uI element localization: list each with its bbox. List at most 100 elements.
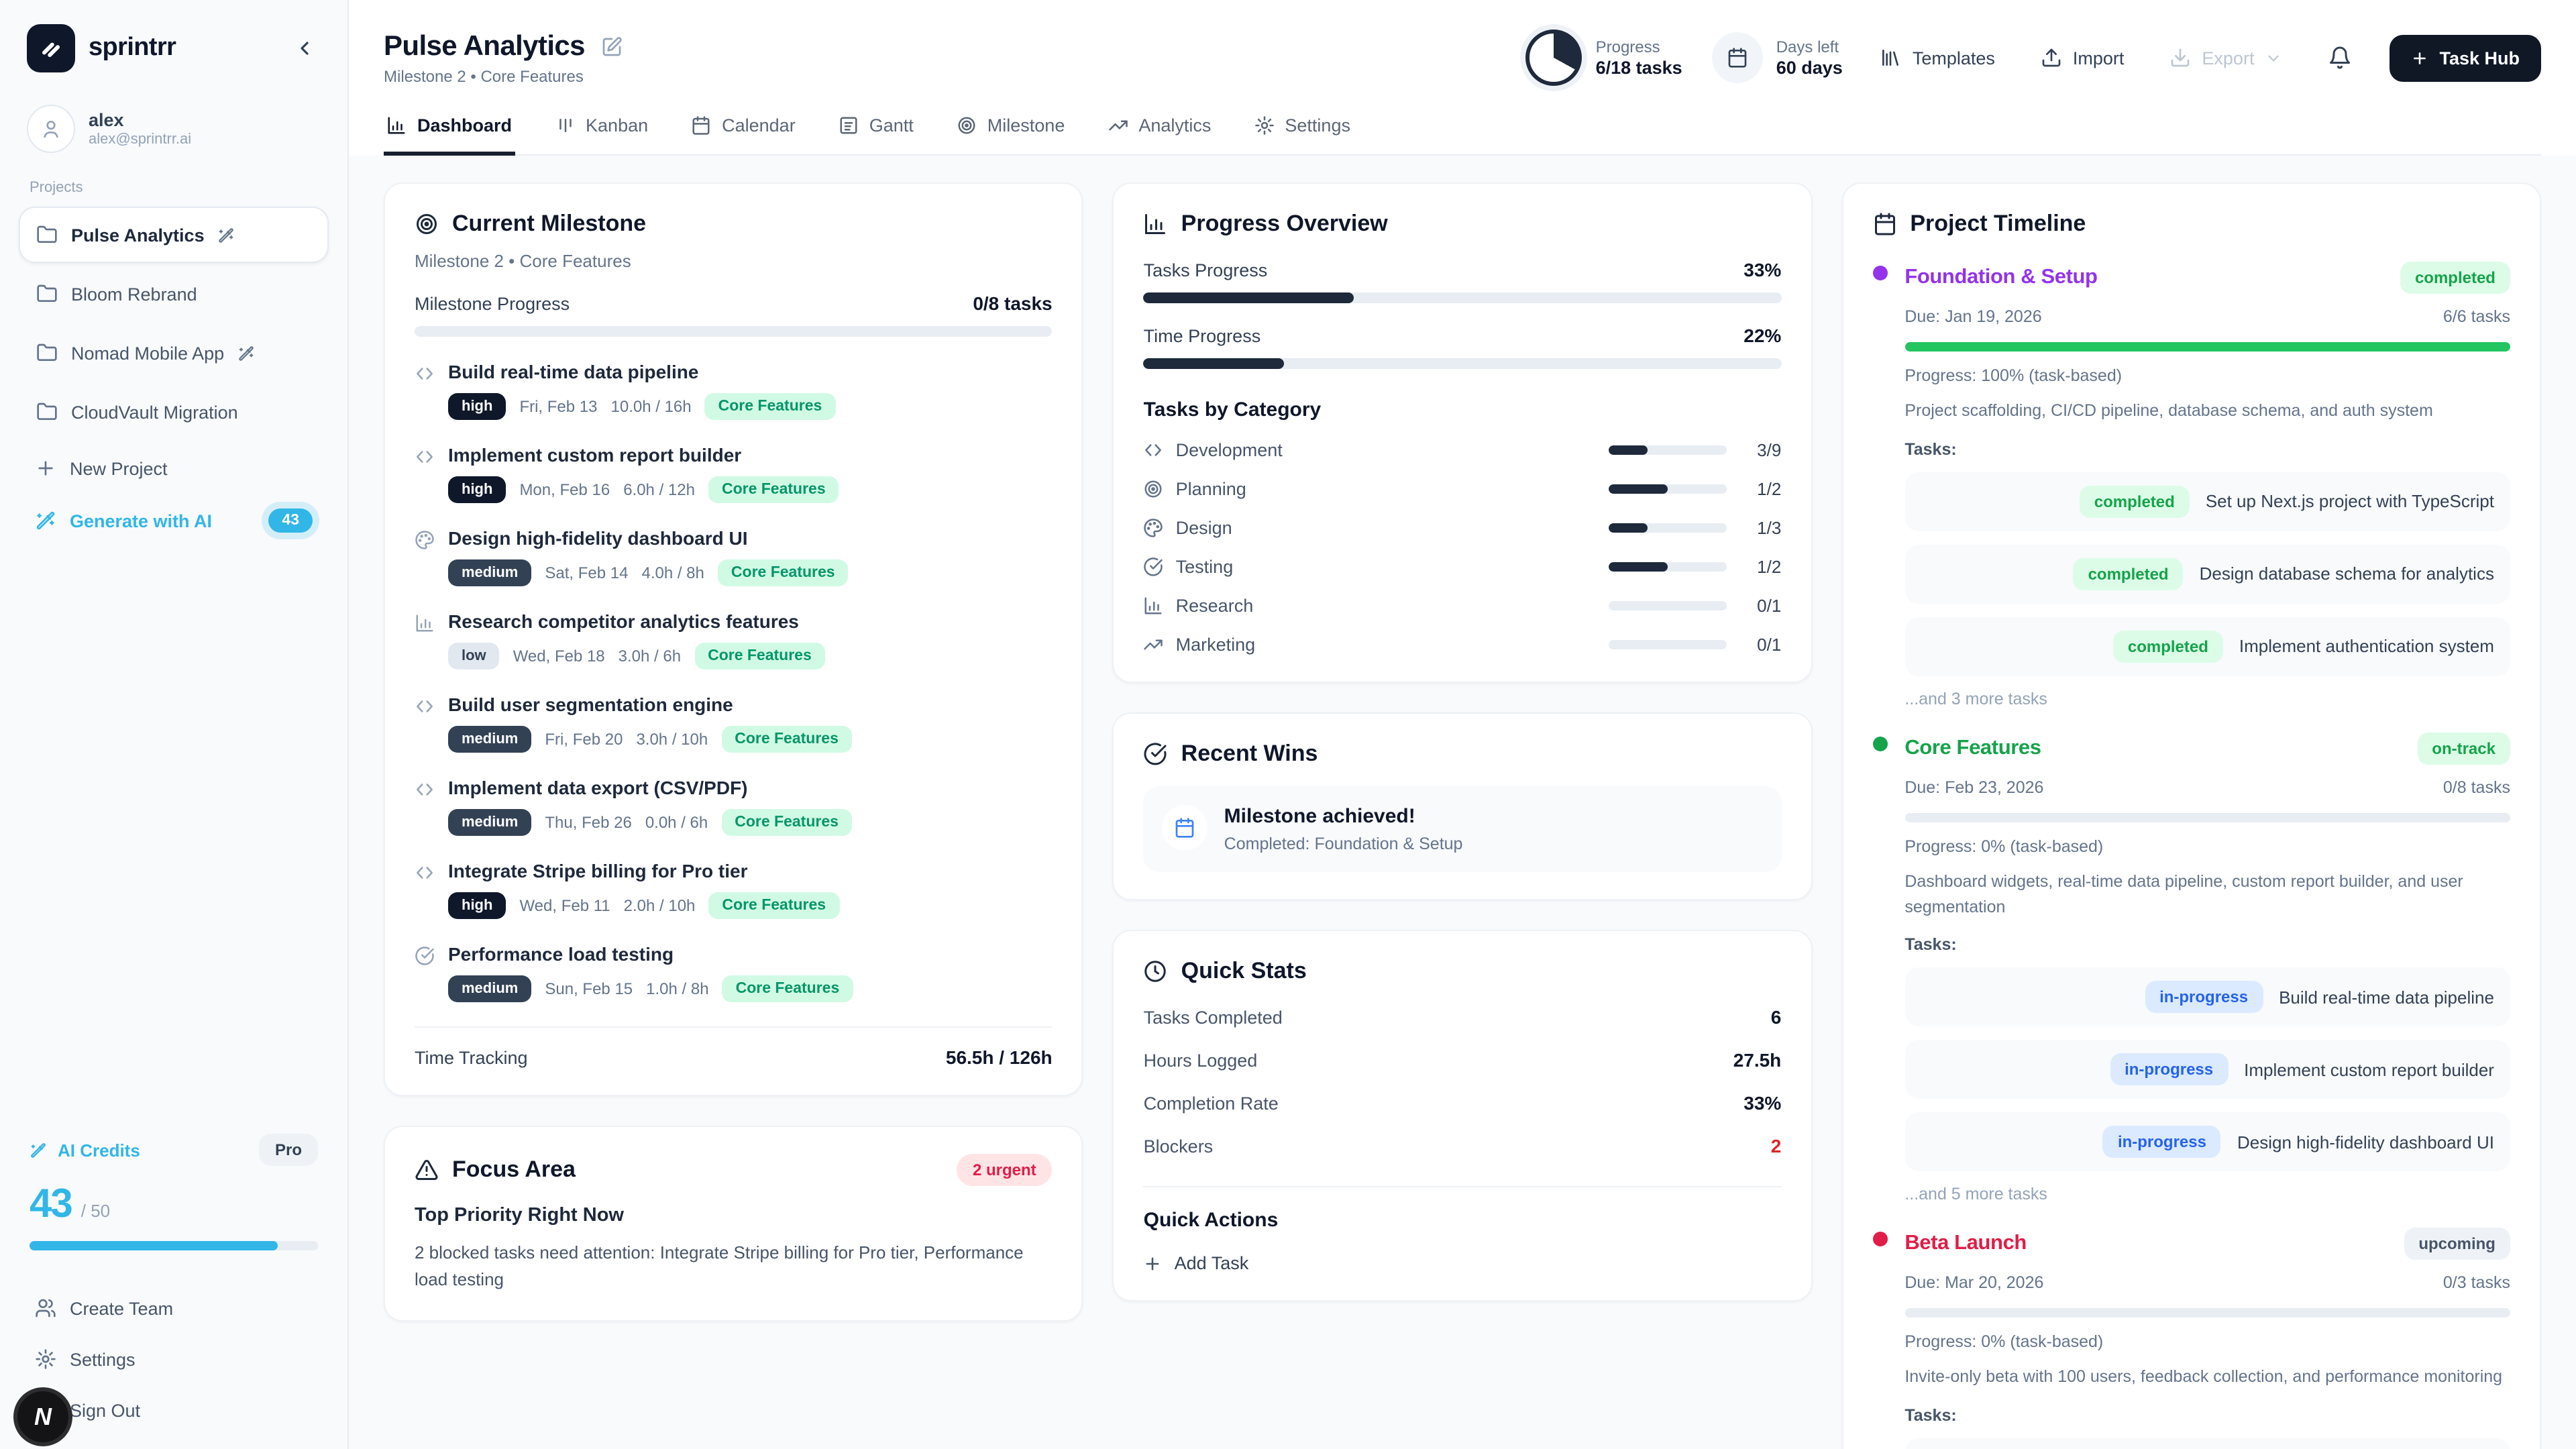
timeline-milestone-beta-launch: Beta Launch upcoming Due: Mar 20, 2026 0/3 … [1872,1228,2510,1449]
category-label: Design [1175,518,1232,538]
settings-button[interactable]: Settings [19,1334,329,1385]
milestone-name[interactable]: Beta Launch [1904,1232,2027,1255]
sidebar-item-nomad-mobile-app[interactable]: Nomad Mobile App [19,325,329,381]
tasks-progressbar [1143,292,1782,303]
tab-label: Kanban [586,115,649,136]
nextjs-dev-badge[interactable]: N [13,1387,72,1446]
code-icon [1144,440,1164,460]
milestone-status-badge: on-track [2417,732,2510,765]
task-body: Implement custom report builder high Mon, … [448,444,839,503]
tab-settings[interactable]: Settings [1251,102,1353,156]
task-body: Integrate Stripe billing for Pro tier hig… [448,860,840,919]
project-name: Bloom Rebrand [71,284,197,304]
task-tag: Core Features [694,643,825,669]
timeline-task[interactable]: completed Design database schema for anal… [1904,544,2510,604]
milestone-task-count: 6/6 tasks [2443,307,2510,326]
milestone-name[interactable]: Foundation & Setup [1904,266,2098,288]
create-team-label: Create Team [70,1298,174,1318]
project-timeline-card: Project Timeline Foundation & Setup compl… [1841,182,2541,1449]
milestone-name[interactable]: Core Features [1904,736,2041,759]
timeline-milestone-foundation-setup: Foundation & Setup completed Due: Jan 19, … [1872,262,2510,708]
task-meta: medium Sun, Feb 15 1.0h / 8h Core Features [448,975,853,1002]
tab-calendar[interactable]: Calendar [688,102,798,156]
task-meta: low Wed, Feb 18 3.0h / 6h Core Features [448,643,825,669]
target-icon [415,212,439,236]
progress-label: Progress [1595,38,1660,56]
category-row-testing: Testing 1/2 [1144,557,1781,577]
task-tag: Core Features [704,393,836,420]
task-date: Sun, Feb 15 [545,979,633,998]
notifications-button[interactable] [2320,44,2360,71]
milestone-progressbar [1904,812,2510,822]
task-body: Design high-fidelity dashboard UI medium S… [448,527,849,586]
wand-icon [35,510,56,531]
milestone-progress-note: Progress: 0% (task-based) [1904,1332,2104,1352]
project-timeline-title: Project Timeline [1910,211,2086,236]
task-item[interactable]: Performance load testing medium Sun, Feb 1… [415,943,1053,1002]
current-milestone-card: Current Milestone Milestone 2 • Core Fea… [384,182,1083,1096]
tab-analytics[interactable]: Analytics [1105,102,1214,156]
timeline-task[interactable]: in-progress Build real-time data pipeline [1904,967,2510,1027]
task-body: Research competitor analytics features lo… [448,610,825,669]
category-row-design: Design 1/3 [1144,518,1781,538]
task-hub-button[interactable]: Task Hub [2390,34,2541,81]
task-status-badge: in-progress [2102,1126,2221,1159]
task-date: Wed, Feb 18 [513,647,605,665]
task-item[interactable]: Research competitor analytics features lo… [415,610,1053,669]
calendar-icon [1162,805,1208,851]
download-icon [2169,47,2191,68]
days-left-label: Days left [1776,38,1839,56]
stat-label: Blockers [1143,1136,1214,1156]
milestone-progress-value: 0/8 tasks [973,292,1053,314]
milestone-due: Due: Jan 19, 2026 [1904,307,2042,326]
generate-with-ai-button[interactable]: Generate with AI 43 [19,494,329,547]
stat-row-completion-rate: Completion Rate 33% [1144,1092,1782,1114]
sidebar-item-pulse-analytics[interactable]: Pulse Analytics [19,207,329,263]
sidebar-item-cloudvault-migration[interactable]: CloudVault Migration [19,384,329,440]
task-title: Performance load testing [448,943,674,965]
category-row-marketing: Marketing 0/1 [1144,635,1781,655]
timeline-task-title: Design database schema for analytics [2199,564,2494,584]
timeline-task[interactable]: in-progress Design high-fidelity dashboar… [1904,1112,2510,1172]
upload-icon [2041,47,2062,68]
milestone-progress-note: Progress: 0% (task-based) [1904,837,2104,856]
sidebar-collapse-button[interactable] [288,32,321,64]
task-item[interactable]: Implement custom report builder high Mon, … [415,444,1053,503]
timeline-task[interactable]: completed Implement authentication system [1904,616,2510,676]
timeline-task[interactable]: not-startedCreate onboarding tutorial fl… [1904,1438,2510,1449]
task-item[interactable]: Integrate Stripe billing for Pro tier hig… [415,860,1053,919]
milestone-due: Due: Feb 23, 2026 [1904,777,2044,797]
task-title: Build user segmentation engine [448,694,733,715]
new-project-button[interactable]: New Project [19,443,329,494]
task-item[interactable]: Build real-time data pipeline high Fri, Fe… [415,361,1053,420]
user-card[interactable]: alex alex@sprintrr.ai [19,99,329,174]
task-item[interactable]: Build user segmentation engine medium Fri,… [415,694,1053,753]
folder-icon [36,283,58,305]
category-progressbar [1608,640,1727,649]
tab-milestone[interactable]: Milestone [954,102,1068,156]
timeline-task[interactable]: in-progress Implement custom report build… [1904,1040,2510,1099]
import-button[interactable]: Import [2033,46,2133,70]
stat-value: 27.5h [1733,1049,1782,1071]
category-progressbar [1608,562,1727,572]
add-task-button[interactable]: Add Task [1144,1253,1782,1273]
trending-up-icon [1108,115,1128,136]
tab-gantt[interactable]: Gantt [836,102,916,156]
timeline-task[interactable]: completed Set up Next.js project with Typ… [1904,472,2510,531]
sidebar-item-bloom-rebrand[interactable]: Bloom Rebrand [19,266,329,322]
task-item[interactable]: Implement data export (CSV/PDF) medium Thu… [415,777,1053,836]
create-team-button[interactable]: Create Team [19,1283,329,1334]
task-meta: medium Sat, Feb 14 4.0h / 8h Core Features [448,559,849,586]
quick-actions-title: Quick Actions [1143,1209,1279,1232]
export-button[interactable]: Export [2161,46,2290,70]
quick-stats-card: Quick Stats Tasks Completed 6 Hours Logged… [1112,930,1813,1301]
tab-kanban[interactable]: Kanban [552,102,651,156]
milestone-dot-icon [1872,266,1888,280]
win-item[interactable]: Milestone achieved! Completed: Foundatio… [1143,786,1782,872]
tab-dashboard[interactable]: Dashboard [384,102,515,156]
folder-icon [36,342,58,364]
templates-button[interactable]: Templates [1872,46,2003,70]
task-item[interactable]: Design high-fidelity dashboard UI medium S… [415,527,1053,586]
edit-title-button[interactable] [598,33,625,60]
category-value: 0/1 [1757,596,1782,616]
